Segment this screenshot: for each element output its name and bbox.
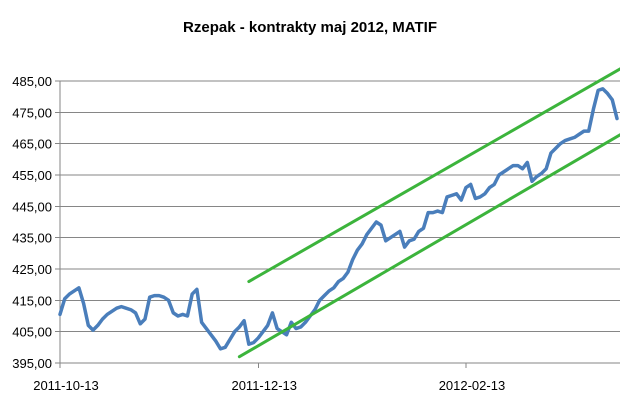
lower-trend-line — [237, 133, 620, 359]
x-tick-label: 2012-02-13 — [439, 378, 506, 393]
price-series-line — [58, 87, 619, 351]
gridlines — [60, 80, 620, 364]
x-axis-ticks: 2011-10-13 2011-12-13 2012-02-13 — [33, 363, 505, 393]
x-tick-label: 2011-12-13 — [231, 378, 297, 393]
y-tick-label: 425,00 — [12, 262, 52, 277]
chart-title: Rzepak - kontrakty maj 2012, MATIF — [183, 19, 437, 36]
y-tick-label: 485,00 — [12, 74, 52, 89]
y-tick-label: 405,00 — [12, 325, 52, 340]
y-tick-label: 415,00 — [12, 293, 52, 308]
y-tick-label: 475,00 — [12, 105, 52, 120]
y-tick-label: 395,00 — [12, 356, 52, 371]
y-tick-label: 465,00 — [12, 137, 52, 152]
y-tick-label: 435,00 — [12, 231, 52, 246]
plot-area — [58, 67, 620, 359]
y-axis-ticks: 395,00 405,00 415,00 425,00 435,00 445,00 455,… — [12, 74, 60, 371]
x-tick-label: 2011-10-13 — [33, 378, 99, 393]
upper-trend-line — [247, 67, 620, 284]
y-tick-label: 445,00 — [12, 199, 52, 214]
y-tick-label: 455,00 — [12, 168, 52, 183]
